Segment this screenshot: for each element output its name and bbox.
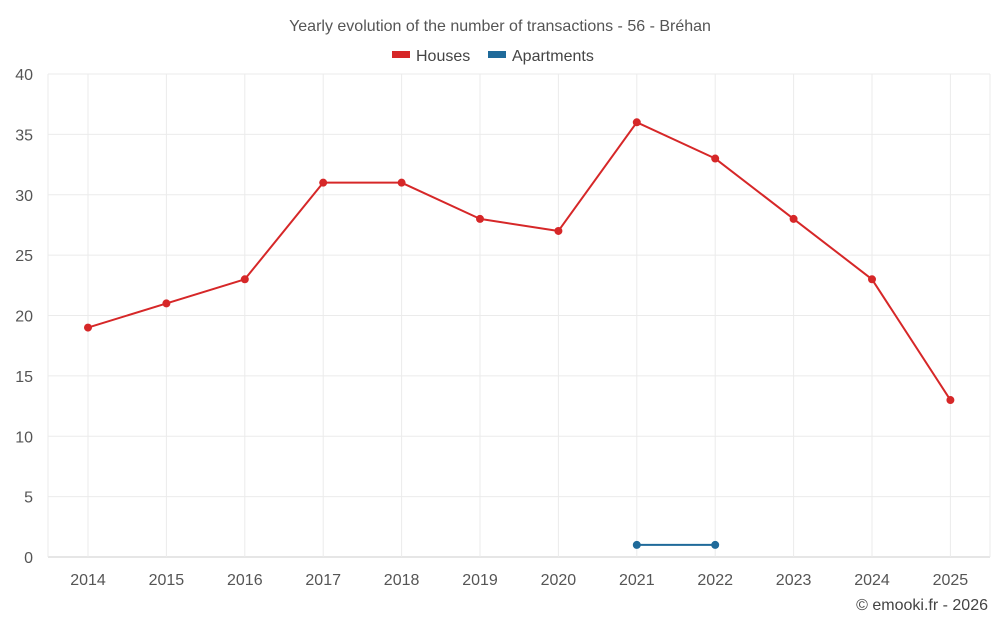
legend-label: Apartments <box>512 48 594 65</box>
data-point-houses-2019[interactable] <box>476 214 484 223</box>
x-tick-label: 2015 <box>149 572 185 589</box>
data-point-houses-2014[interactable] <box>84 323 92 332</box>
y-tick-label: 10 <box>15 429 33 446</box>
x-tick-label: 2022 <box>697 572 733 589</box>
data-point-houses-2021[interactable] <box>632 118 641 127</box>
x-tick-label: 2019 <box>462 572 498 589</box>
legend-swatch <box>392 51 410 58</box>
x-tick-label: 2018 <box>384 572 420 589</box>
data-point-houses-2018[interactable] <box>397 178 406 187</box>
x-tick-label: 2025 <box>933 572 969 589</box>
data-point-houses-2025[interactable] <box>946 396 955 405</box>
credit-text: © emooki.fr - 2026 <box>856 597 988 614</box>
x-tick-label: 2021 <box>619 572 655 589</box>
data-point-houses-2022[interactable] <box>711 154 720 163</box>
x-tick-label: 2024 <box>854 572 890 589</box>
legend-item-apartments[interactable]: Apartments <box>488 48 594 65</box>
x-tick-label: 2023 <box>776 572 812 589</box>
y-tick-label: 25 <box>15 248 33 265</box>
legend: Houses Apartments <box>392 48 594 65</box>
data-point-houses-2015[interactable] <box>162 299 171 308</box>
y-tick-label: 5 <box>24 490 33 507</box>
data-point-houses-2024[interactable] <box>868 275 876 284</box>
data-point-apartments-2021[interactable] <box>632 540 641 549</box>
x-axis-ticks: 2014 2015 2016 2017 2018 2019 2020 2021 2022 2023… <box>70 572 968 589</box>
x-tick-label: 2014 <box>70 572 106 589</box>
y-tick-label: 15 <box>15 369 33 386</box>
x-tick-label: 2016 <box>227 572 263 589</box>
y-tick-label: 35 <box>15 127 33 144</box>
grid <box>47 73 991 558</box>
legend-swatch <box>488 51 506 58</box>
legend-item-houses[interactable]: Houses <box>392 48 470 65</box>
data-point-houses-2020[interactable] <box>554 226 563 235</box>
legend-label: Houses <box>416 48 470 65</box>
y-tick-label: 20 <box>15 309 33 326</box>
data-point-houses-2023[interactable] <box>789 214 798 223</box>
series-houses <box>84 118 955 405</box>
x-tick-label: 2020 <box>541 572 577 589</box>
y-tick-label: 0 <box>24 550 33 567</box>
y-tick-label: 40 <box>15 67 33 84</box>
series-layer <box>84 118 955 549</box>
series-line-houses <box>87 121 952 401</box>
data-point-houses-2016[interactable] <box>240 275 249 284</box>
y-axis-ticks: 0 5 10 15 20 25 30 35 40 <box>15 67 33 567</box>
x-tick-label: 2017 <box>305 572 341 589</box>
y-tick-label: 30 <box>15 188 33 205</box>
data-point-houses-2017[interactable] <box>319 178 328 187</box>
chart-title: Yearly evolution of the number of transa… <box>289 18 711 35</box>
series-apartments <box>632 540 720 549</box>
data-point-apartments-2022[interactable] <box>711 540 720 549</box>
